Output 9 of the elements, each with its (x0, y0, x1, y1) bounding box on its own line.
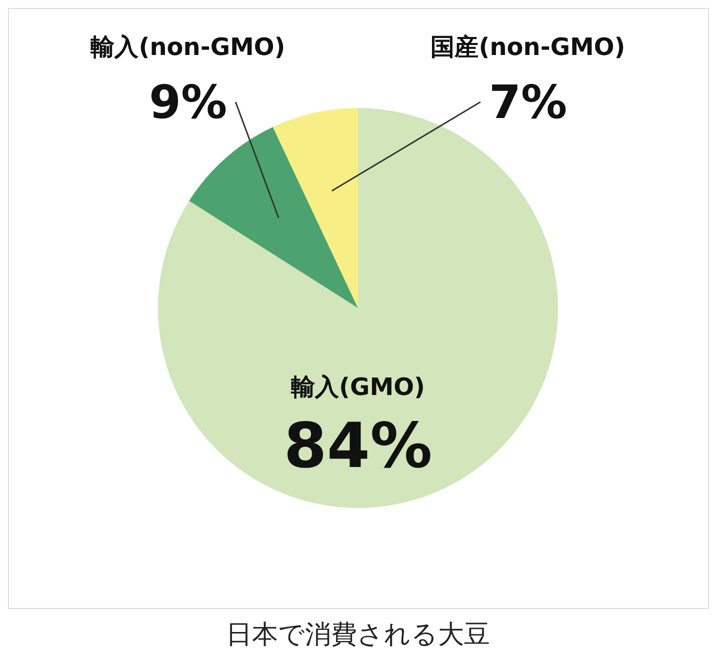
pie-slice (189, 127, 358, 308)
slice-label: 輸入(non-GMO) (90, 33, 286, 61)
data-label: 84% (284, 409, 432, 482)
text: 日本で消費される大豆 (226, 620, 490, 650)
slice-label: 輸入(GMO) (290, 373, 425, 401)
data-label: 9% (148, 75, 228, 129)
pie-slice (272, 108, 358, 308)
slice-label: 国産(non-GMO) (430, 33, 626, 61)
data-label: 7% (488, 75, 568, 129)
